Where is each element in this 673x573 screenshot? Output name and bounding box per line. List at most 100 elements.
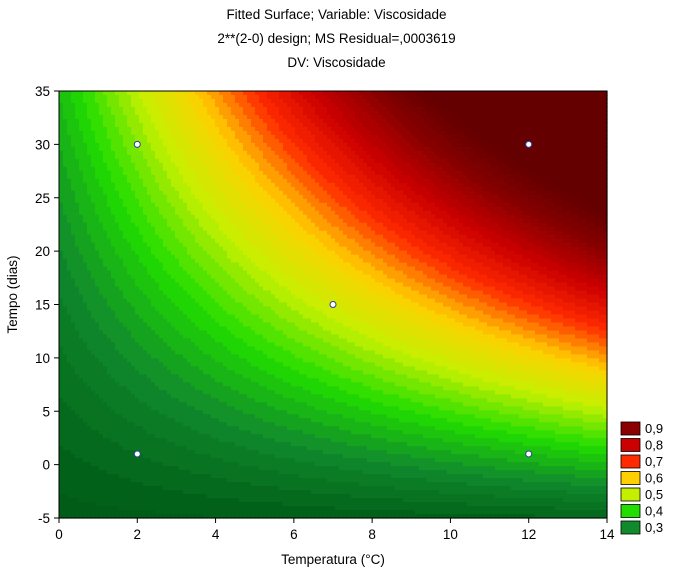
surface-cell [199,486,204,491]
surface-cell [175,470,180,475]
surface-cell [111,198,116,204]
surface-cell [187,302,192,308]
surface-cell [87,110,92,116]
surface-cell [139,290,144,296]
surface-cell [79,358,84,363]
surface-cell [207,166,212,172]
surface-cell [223,430,228,435]
surface-cell [115,302,120,308]
surface-cell [171,218,176,224]
surface-cell [179,466,184,471]
surface-cell [131,442,136,447]
surface-cell [131,170,136,176]
surface-cell [227,134,232,140]
surface-cell [75,390,80,395]
surface-cell [119,270,124,276]
surface-cell [59,414,64,419]
surface-cell [59,210,64,216]
surface-cell [63,486,68,491]
surface-cell [127,474,132,479]
surface-cell [59,486,64,491]
surface-cell [167,494,172,499]
surface-cell [167,274,172,280]
surface-cell [115,286,120,292]
surface-cell [75,406,80,411]
surface-cell [171,322,176,328]
surface-cell [171,438,176,443]
surface-cell [119,426,124,431]
surface-cell [175,238,180,244]
surface-cell [75,330,80,336]
surface-cell [183,334,188,340]
surface-cell [207,454,212,459]
surface-cell [75,194,80,200]
surface-cell [223,106,228,112]
surface-cell [195,166,200,172]
surface-cell [95,298,100,304]
surface-cell [163,430,168,435]
surface-cell [243,230,248,236]
surface-cell [139,234,144,240]
surface-cell [143,118,148,124]
surface-cell [195,386,200,391]
surface-cell [207,374,212,379]
surface-cell [211,226,216,232]
surface-cell [75,166,80,172]
surface-cell [107,282,112,288]
surface-cell [83,146,88,152]
surface-cell [107,438,112,443]
surface-cell [147,506,152,511]
surface-cell [203,170,208,176]
surface-cell [243,178,248,184]
surface-cell [71,254,76,260]
surface-cell [147,170,152,176]
surface-cell [67,382,72,387]
surface-cell [83,326,88,332]
surface-cell [243,374,248,379]
surface-cell [167,418,172,423]
surface-cell [79,450,84,455]
surface-cell [187,502,192,507]
surface-cell [111,374,116,379]
surface-cell [123,214,128,220]
surface-cell [107,214,112,220]
surface-cell [143,162,148,168]
surface-cell [211,234,216,240]
surface-cell [139,318,144,324]
surface-cell [91,302,96,308]
surface-cell [199,91,204,96]
surface-cell [127,246,132,252]
surface-cell [79,314,84,320]
surface-cell [223,438,228,443]
surface-cell [107,514,112,519]
surface-cell [95,110,100,116]
surface-cell [215,102,220,108]
surface-cell [179,498,184,503]
surface-cell [171,342,176,347]
surface-cell [147,310,152,316]
surface-cell [235,146,240,152]
surface-cell [223,366,228,371]
surface-cell [211,178,216,184]
surface-cell [203,178,208,184]
surface-cell [75,186,80,192]
surface-cell [99,406,104,411]
surface-cell [115,310,120,316]
surface-cell [171,470,176,475]
surface-cell [59,406,64,411]
surface-cell [231,242,236,248]
surface-cell [167,406,172,411]
surface-cell [135,262,140,268]
surface-cell [95,138,100,144]
surface-cell [195,342,200,347]
surface-cell [127,402,132,407]
surface-cell [87,298,92,304]
surface-cell [159,434,164,439]
surface-cell [159,186,164,192]
surface-cell [191,91,196,96]
surface-cell [127,126,132,132]
surface-cell [75,426,80,431]
surface-cell [59,434,64,439]
surface-cell [159,342,164,347]
surface-cell [135,150,140,156]
